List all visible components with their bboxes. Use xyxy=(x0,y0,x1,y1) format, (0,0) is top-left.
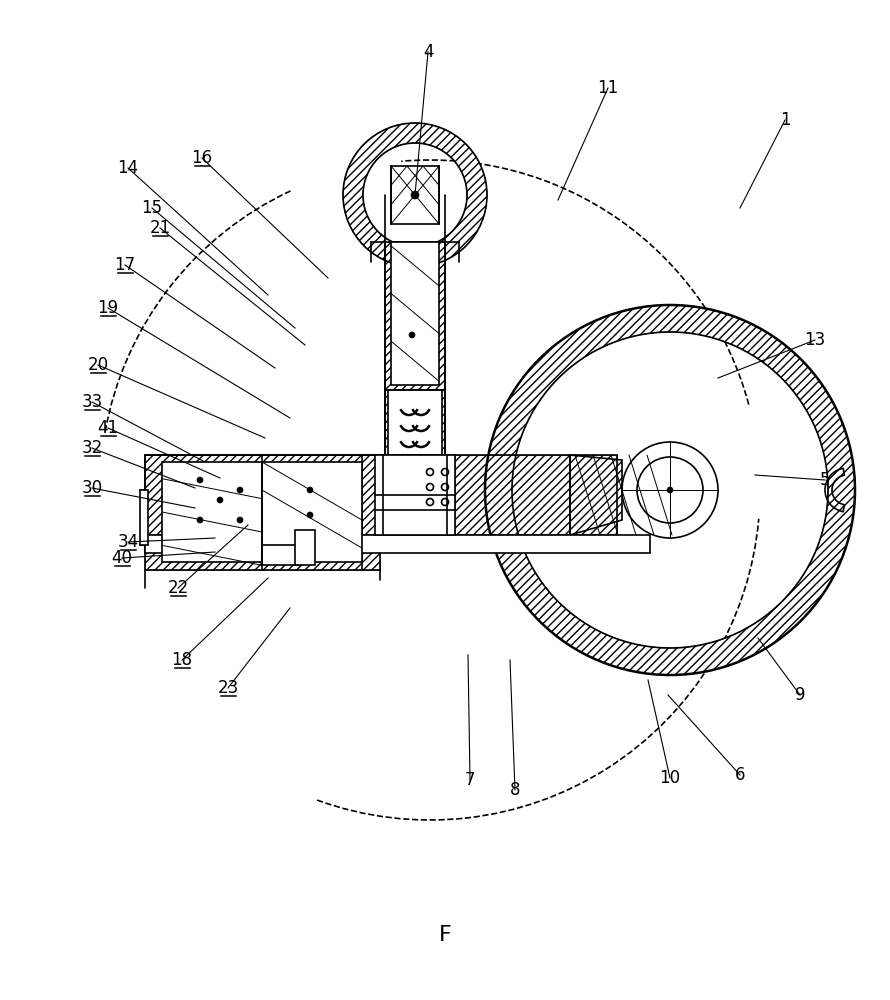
Text: 18: 18 xyxy=(172,651,192,669)
Text: 33: 33 xyxy=(81,393,102,411)
Text: 20: 20 xyxy=(87,356,109,374)
Text: 30: 30 xyxy=(82,479,102,497)
Text: 8: 8 xyxy=(510,781,521,799)
Text: 11: 11 xyxy=(597,79,619,97)
Text: 40: 40 xyxy=(111,549,133,567)
Bar xyxy=(375,455,455,535)
Text: F: F xyxy=(439,925,451,945)
Text: 14: 14 xyxy=(117,159,139,177)
Text: 1: 1 xyxy=(780,111,790,129)
Text: 6: 6 xyxy=(735,766,745,784)
Bar xyxy=(145,455,380,570)
Circle shape xyxy=(197,517,203,523)
Wedge shape xyxy=(485,305,855,675)
Text: 15: 15 xyxy=(142,199,163,217)
Circle shape xyxy=(237,487,243,493)
Text: 22: 22 xyxy=(167,579,189,597)
Bar xyxy=(145,535,650,553)
Circle shape xyxy=(307,512,313,518)
Text: 5: 5 xyxy=(820,471,830,489)
Text: 9: 9 xyxy=(795,686,805,704)
Text: 7: 7 xyxy=(465,771,475,789)
Polygon shape xyxy=(570,455,622,535)
Text: 21: 21 xyxy=(150,219,171,237)
Text: 4: 4 xyxy=(423,43,433,61)
Bar xyxy=(295,530,315,565)
Bar xyxy=(570,455,617,535)
Text: 10: 10 xyxy=(659,769,681,787)
Text: 34: 34 xyxy=(117,533,139,551)
Bar xyxy=(145,455,380,570)
Circle shape xyxy=(237,517,243,523)
Circle shape xyxy=(197,477,203,483)
Bar xyxy=(140,490,148,545)
Bar xyxy=(162,462,262,562)
Text: 17: 17 xyxy=(115,256,135,274)
Bar xyxy=(385,242,445,455)
Bar xyxy=(391,242,439,385)
Circle shape xyxy=(307,487,313,493)
Bar xyxy=(570,455,617,535)
Bar xyxy=(391,166,439,224)
Text: 23: 23 xyxy=(217,679,239,697)
Circle shape xyxy=(217,497,223,503)
Text: 19: 19 xyxy=(97,299,118,317)
Bar xyxy=(385,242,445,455)
Circle shape xyxy=(667,487,673,493)
Bar xyxy=(145,455,570,535)
Text: 41: 41 xyxy=(97,419,118,437)
Text: 16: 16 xyxy=(191,149,213,167)
Wedge shape xyxy=(343,123,487,267)
Bar xyxy=(375,455,455,535)
Bar xyxy=(262,462,362,562)
Circle shape xyxy=(409,332,415,338)
Bar xyxy=(145,455,570,535)
Bar xyxy=(388,390,442,455)
Text: 32: 32 xyxy=(81,439,102,457)
Circle shape xyxy=(411,191,419,199)
Text: 13: 13 xyxy=(805,331,826,349)
Bar xyxy=(262,545,302,565)
